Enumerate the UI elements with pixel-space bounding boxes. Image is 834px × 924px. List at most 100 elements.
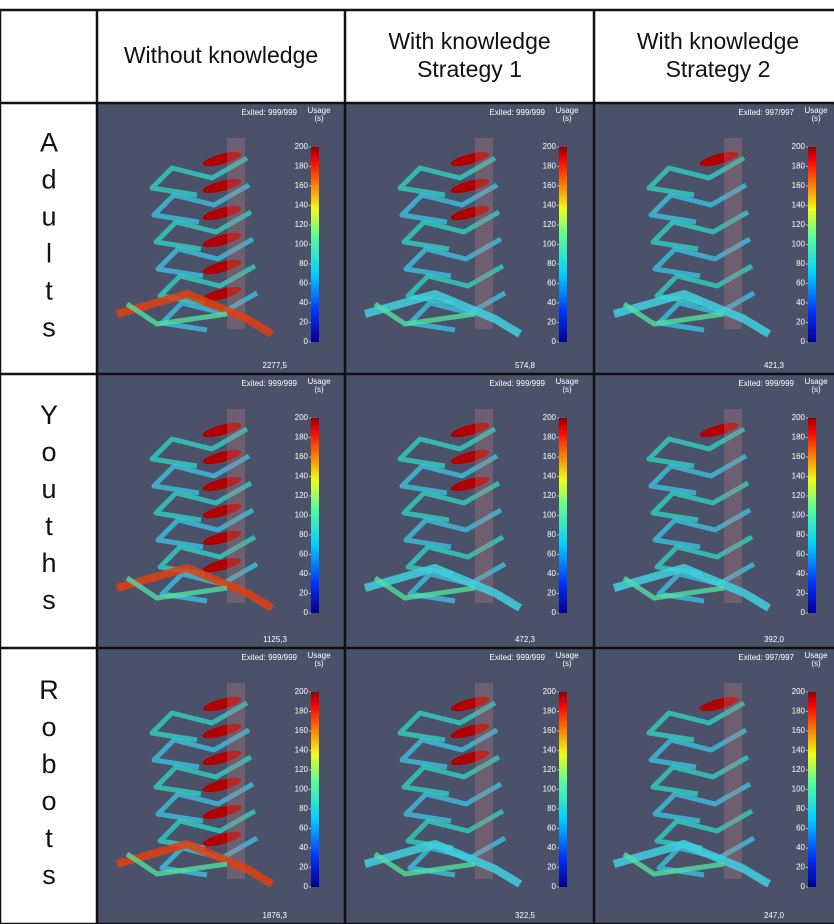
colorbar-tick-label: 140 (295, 472, 309, 481)
stair-shaft (227, 683, 245, 879)
colorbar-tick-label: 0 (304, 337, 309, 346)
colorbar-title: (s) (314, 114, 324, 123)
total-value: 421,3 (764, 361, 785, 370)
colorbar-tick-label: 40 (547, 569, 556, 578)
colorbar-tick-label: 60 (796, 550, 805, 559)
total-value: 574,8 (515, 361, 536, 370)
exited-count: Exited: 999/999 (241, 108, 297, 117)
colorbar-tick-label: 160 (295, 726, 309, 735)
column-header: Without knowledge (124, 42, 318, 68)
cell-background (345, 374, 594, 648)
row-label: Adults (34, 128, 64, 350)
colorbar (311, 692, 319, 887)
colorbar-tick-label: 20 (299, 863, 308, 872)
colorbar (311, 147, 319, 342)
colorbar-tick-label: 120 (792, 491, 806, 500)
colorbar-title: (s) (314, 659, 324, 668)
colorbar-tick-label: 140 (792, 201, 806, 210)
colorbar-tick-label: 120 (543, 220, 557, 229)
stair-shaft (724, 683, 742, 879)
colorbar-tick-label: 60 (299, 550, 308, 559)
colorbar-tick-label: 120 (543, 765, 557, 774)
colorbar (559, 418, 567, 613)
exited-count: Exited: 999/999 (738, 379, 794, 388)
column-header: Strategy 2 (666, 56, 771, 82)
colorbar-tick-label: 160 (543, 452, 557, 461)
colorbar-tick-label: 80 (547, 259, 556, 268)
colorbar-tick-label: 40 (796, 298, 805, 307)
colorbar-tick-label: 80 (796, 804, 805, 813)
colorbar (559, 692, 567, 887)
colorbar (808, 692, 816, 887)
colorbar-tick-label: 160 (792, 181, 806, 190)
colorbar-tick-label: 200 (543, 413, 557, 422)
column-header: Strategy 1 (417, 56, 522, 82)
colorbar-tick-label: 160 (543, 181, 557, 190)
colorbar-title: (s) (314, 385, 324, 394)
stair-shaft (475, 409, 493, 603)
colorbar-tick-label: 20 (299, 589, 308, 598)
colorbar-tick-label: 80 (796, 530, 805, 539)
colorbar-tick-label: 120 (792, 765, 806, 774)
colorbar-tick-label: 200 (295, 142, 309, 151)
colorbar-tick-label: 20 (547, 318, 556, 327)
colorbar-tick-label: 100 (792, 785, 806, 794)
colorbar-tick-label: 0 (304, 608, 309, 617)
colorbar-title: (s) (562, 385, 572, 394)
colorbar-tick-label: 200 (792, 142, 806, 151)
exited-count: Exited: 999/999 (241, 379, 297, 388)
exited-count: Exited: 999/999 (241, 653, 297, 662)
colorbar-tick-label: 80 (299, 804, 308, 813)
colorbar-tick-label: 120 (792, 220, 806, 229)
colorbar-tick-label: 0 (801, 337, 806, 346)
colorbar-tick-label: 200 (295, 687, 309, 696)
colorbar-tick-label: 100 (295, 511, 309, 520)
colorbar-tick-label: 40 (796, 569, 805, 578)
colorbar-tick-label: 20 (796, 863, 805, 872)
colorbar-tick-label: 120 (295, 220, 309, 229)
exited-count: Exited: 999/999 (489, 379, 545, 388)
stair-shaft (475, 138, 493, 329)
colorbar-tick-label: 200 (543, 142, 557, 151)
colorbar-tick-label: 100 (295, 785, 309, 794)
colorbar-tick-label: 20 (547, 589, 556, 598)
figure: Without knowledgeWith knowledgeStrategy … (0, 0, 834, 924)
colorbar-tick-label: 0 (801, 608, 806, 617)
colorbar-tick-label: 180 (792, 707, 806, 716)
colorbar-tick-label: 160 (295, 452, 309, 461)
colorbar-title: (s) (811, 385, 821, 394)
colorbar-tick-label: 180 (543, 433, 557, 442)
colorbar (311, 418, 319, 613)
exited-count: Exited: 999/999 (489, 653, 545, 662)
colorbar-tick-label: 100 (792, 511, 806, 520)
colorbar-tick-label: 100 (543, 785, 557, 794)
colorbar-tick-label: 60 (547, 279, 556, 288)
colorbar-tick-label: 180 (792, 162, 806, 171)
colorbar-tick-label: 80 (796, 259, 805, 268)
colorbar-tick-label: 160 (543, 726, 557, 735)
colorbar-tick-label: 20 (299, 318, 308, 327)
colorbar-title: (s) (562, 114, 572, 123)
colorbar-tick-label: 40 (796, 843, 805, 852)
column-header: With knowledge (637, 28, 799, 54)
colorbar-tick-label: 200 (792, 413, 806, 422)
colorbar-tick-label: 60 (299, 824, 308, 833)
colorbar-tick-label: 0 (552, 608, 557, 617)
colorbar-tick-label: 20 (547, 863, 556, 872)
colorbar-tick-label: 180 (543, 707, 557, 716)
colorbar-tick-label: 80 (299, 259, 308, 268)
stair-shaft (227, 138, 245, 329)
colorbar-tick-label: 40 (547, 298, 556, 307)
colorbar-tick-label: 0 (552, 337, 557, 346)
colorbar-tick-label: 0 (801, 882, 806, 891)
cell-background (345, 648, 594, 924)
colorbar-tick-label: 0 (552, 882, 557, 891)
colorbar-tick-label: 140 (295, 746, 309, 755)
colorbar-tick-label: 60 (547, 824, 556, 833)
total-value: 1876,3 (263, 911, 288, 920)
cell-background (345, 103, 594, 374)
row-label: Robots (34, 675, 64, 897)
colorbar-tick-label: 100 (543, 240, 557, 249)
stair-shaft (227, 409, 245, 603)
colorbar-title: (s) (811, 114, 821, 123)
